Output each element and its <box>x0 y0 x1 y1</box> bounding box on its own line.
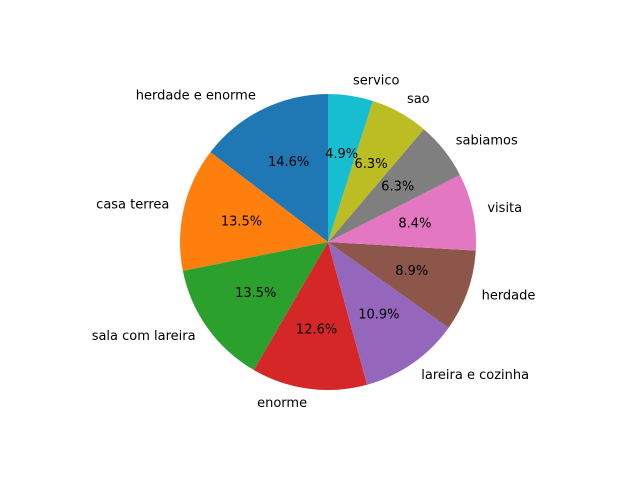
pie-slice-5 <box>328 242 476 328</box>
slice-label-3: enorme <box>257 396 307 411</box>
pie-slice-1 <box>180 152 328 271</box>
slice-label-2: sala com lareira <box>92 329 196 344</box>
slice-pct-label-2: 13.5% <box>235 286 276 301</box>
slice-pct-label-0: 14.6% <box>268 155 309 170</box>
pie-slice-0 <box>210 93 328 242</box>
slice-pct-label-7: 6.3% <box>381 179 414 194</box>
slice-pct-label-3: 12.6% <box>296 323 337 338</box>
pie-slice-7 <box>328 129 460 242</box>
labels-layer: herdade e enorme 14.6% casa terrea 13.5% sal… <box>92 74 536 411</box>
slice-label-9: servico <box>353 74 400 89</box>
slice-label-7: sabiamos <box>456 134 518 149</box>
slice-label-5: herdade <box>482 288 536 303</box>
pie-slice-8 <box>328 100 424 242</box>
slice-label-6: visita <box>487 201 522 216</box>
slice-label-8: sao <box>407 92 430 107</box>
slice-label-4: lareira e cozinha <box>421 368 529 383</box>
slice-label-0: herdade e enorme <box>136 89 256 104</box>
pie-slice-9 <box>328 93 373 242</box>
pie-slice-6 <box>328 174 477 251</box>
slice-pct-label-5: 8.9% <box>395 264 428 279</box>
pie-slice-4 <box>328 242 449 385</box>
slice-pct-label-1: 13.5% <box>221 214 262 229</box>
slice-pct-label-6: 8.4% <box>398 216 431 231</box>
slice-label-1: casa terrea <box>96 198 169 213</box>
slices-layer <box>180 93 477 390</box>
slice-pct-label-4: 10.9% <box>358 307 399 322</box>
slice-pct-label-8: 6.3% <box>355 157 388 172</box>
pie-slice-3 <box>253 242 368 390</box>
slice-pct-label-9: 4.9% <box>325 147 358 162</box>
pie-slice-2 <box>182 242 328 371</box>
